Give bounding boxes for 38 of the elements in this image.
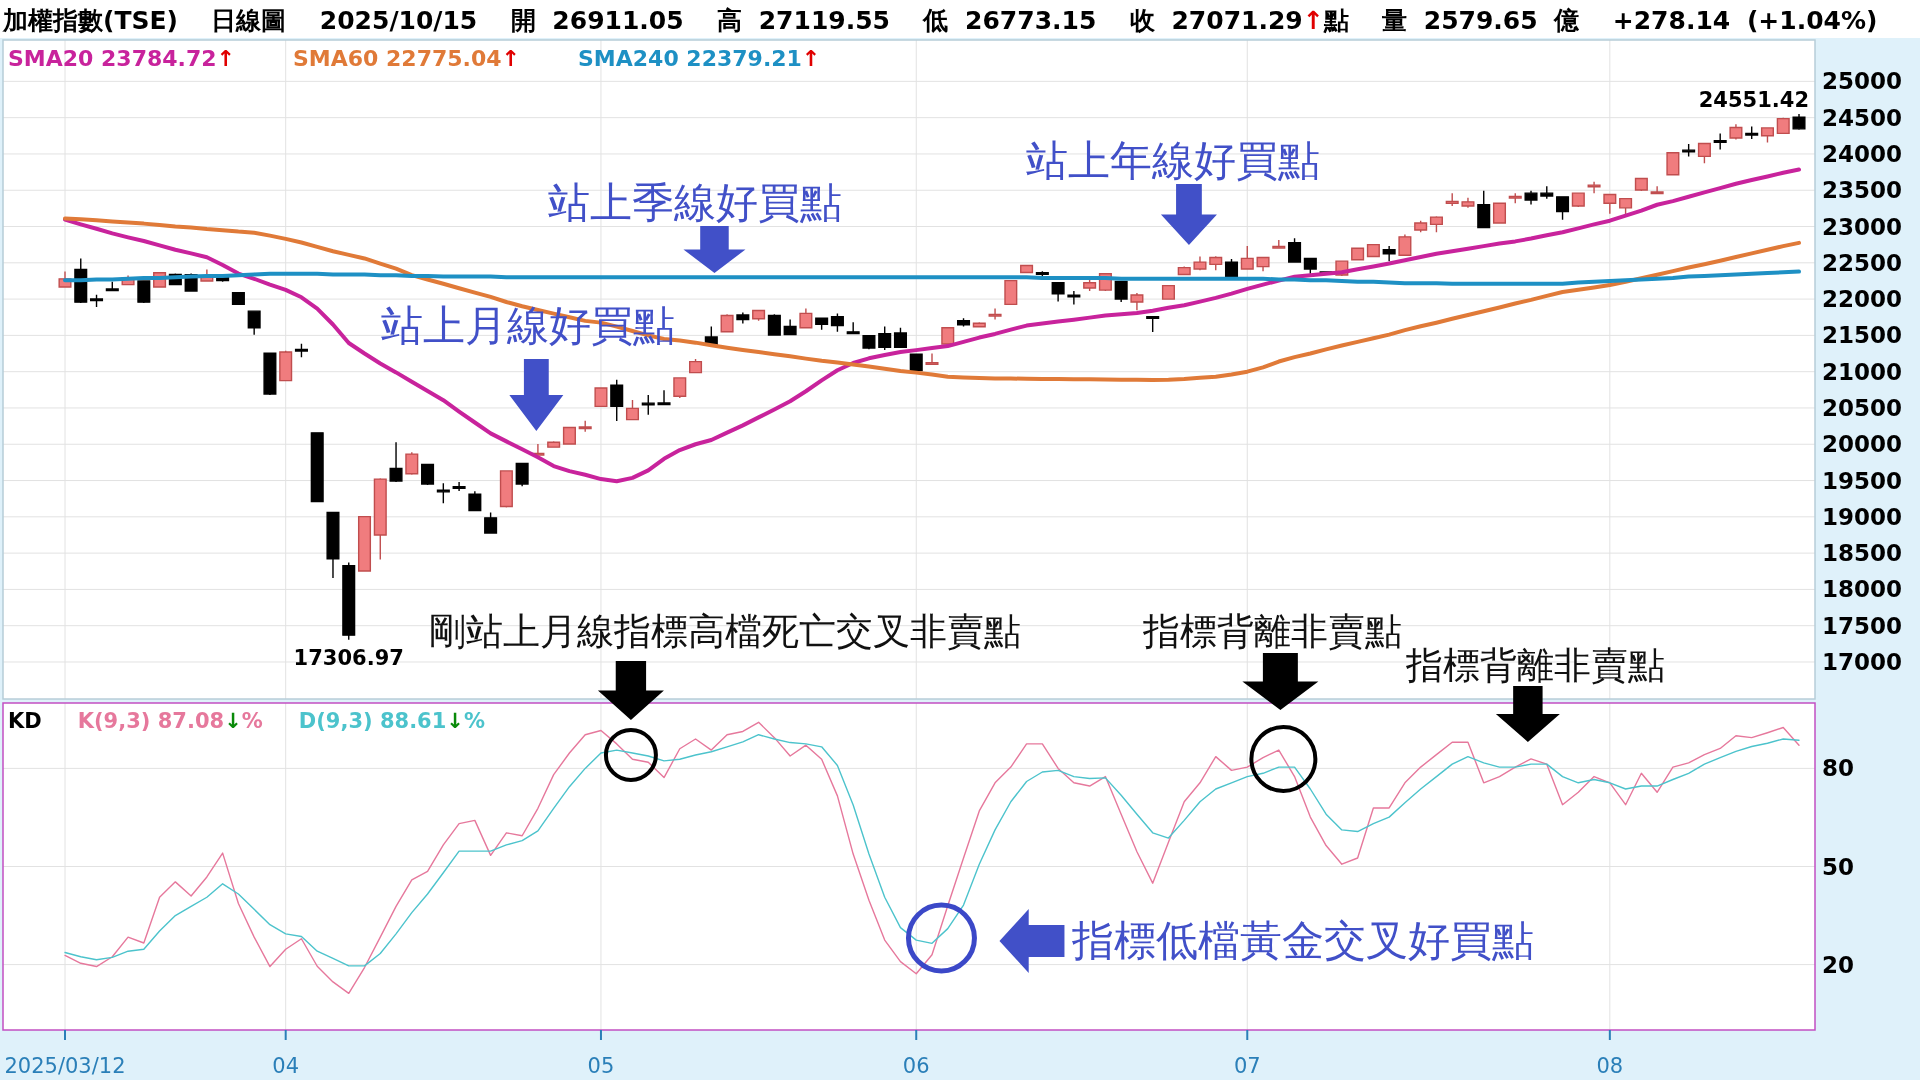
y-tick-label: 17500 — [1822, 612, 1903, 639]
annotation: 指標背離非賣點 — [1142, 609, 1403, 653]
y-tick-label: 20500 — [1822, 394, 1903, 421]
x-tick-label: 07 — [1233, 1054, 1261, 1078]
annotation: 站上季線好買點 — [548, 177, 843, 227]
chart-title: KD — [8, 709, 42, 733]
y-tick-label: 80 — [1822, 755, 1855, 782]
legend: SMA20 23784.72↑ SMA60 22775.04↑ SMA240 22379.21↑ — [8, 45, 821, 71]
annotation: 指標背離非賣點 — [1404, 643, 1665, 687]
y-tick-label: 24500 — [1822, 104, 1903, 131]
annotation: 剛站上月線指標高檔死亡交叉非賣點 — [428, 609, 1021, 653]
y-tick-label: 24000 — [1822, 140, 1903, 167]
chart-title: 加權指數(TSE) 日線圖 2025/10/15 開 26911.05 高 27119.55 低 26773.15 收 27071.29↑點 量 2579.65 億 +278.14 (+1.04%) — [2, 5, 1878, 35]
y-tick-label: 22000 — [1822, 286, 1903, 313]
y-tick-label: 19000 — [1822, 503, 1903, 530]
x-tick-label: 05 — [587, 1054, 615, 1078]
annotation: 指標低檔黃金交叉好買點 — [1071, 915, 1535, 965]
annotation: 24551.42 — [1698, 88, 1809, 112]
legend: K(9,3) 87.08↓% D(9,3) 88.61↓% — [77, 709, 485, 733]
y-tick-label: 22500 — [1822, 249, 1903, 276]
x-tick-label: 08 — [1596, 1054, 1624, 1078]
y-tick-label: 17000 — [1822, 648, 1903, 675]
y-tick-label: 25000 — [1822, 68, 1903, 95]
y-tick-label: 20000 — [1822, 431, 1903, 458]
x-tick-label: 06 — [902, 1054, 930, 1078]
y-tick-label: 21000 — [1822, 358, 1903, 385]
y-tick-label: 21500 — [1822, 322, 1903, 349]
y-tick-label: 18000 — [1822, 576, 1903, 603]
y-tick-label: 20 — [1822, 951, 1855, 978]
y-tick-label: 19500 — [1822, 467, 1903, 494]
annotation: 17306.97 — [293, 645, 404, 670]
y-tick-label: 23500 — [1822, 177, 1903, 204]
y-tick-label: 18500 — [1822, 540, 1903, 567]
y-tick-label: 23000 — [1822, 213, 1903, 240]
annotation: 站上年線好買點 — [1025, 135, 1320, 185]
x-tick-label: 04 — [272, 1054, 300, 1078]
x-tick-label: 2025/03/12 — [4, 1054, 126, 1078]
y-tick-label: 50 — [1822, 853, 1855, 880]
